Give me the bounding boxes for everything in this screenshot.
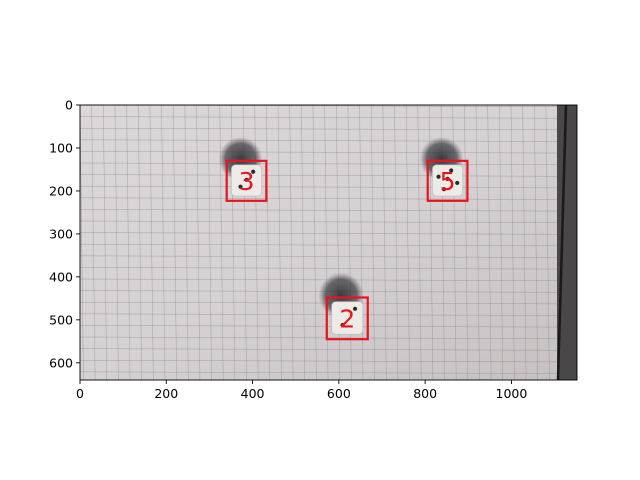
grid-line-vertical [103,105,107,380]
paper-edge-shadow [557,105,577,380]
grid-line-horizontal [80,139,577,142]
detection-label: 5 [440,167,456,196]
grid-line-vertical [161,105,166,380]
grid-line-vertical [359,105,364,380]
grid-line-vertical [499,105,504,380]
grid-line-vertical [91,105,96,380]
grid-line-horizontal [80,116,577,119]
x-tick-label: 400 [241,386,265,401]
paper-background [80,105,577,380]
grid-line-horizontal [80,267,577,270]
grid-line-horizontal [80,209,577,212]
die-pip [244,177,249,182]
grid-line-vertical [464,105,469,380]
grid-line-vertical [149,105,154,380]
grid-line-horizontal [80,348,577,351]
grid-line-vertical [266,105,271,380]
dice-layer [218,136,464,335]
x-tick-label: 1000 [496,386,528,401]
y-tick-label: 200 [49,183,73,198]
grid-line-horizontal [80,151,577,154]
grid-line-horizontal [80,243,577,247]
grid-line-vertical [289,105,294,380]
x-tick-label: 800 [413,386,437,401]
die-pip [251,169,256,174]
grid-line-horizontal [80,255,577,258]
detection-box-3 [225,159,268,202]
x-tick-label: 0 [76,386,84,401]
die-pip [436,174,441,179]
grid-line-horizontal [80,371,577,374]
grid-line-horizontal [80,162,577,165]
grid-line-vertical [382,105,387,380]
grid-line-vertical [277,105,282,380]
grid-line-vertical [510,105,515,380]
die-pip [441,187,447,192]
die-pip [449,168,454,173]
grid-line-vertical [301,105,305,380]
grid-line-vertical [394,105,399,380]
grid-line-vertical [126,105,131,380]
grid-line-vertical [207,105,212,380]
detection-label: 3 [239,167,255,196]
die-pip [445,176,450,181]
grid-line-horizontal [80,185,577,189]
grid-line-vertical [405,105,410,380]
grid-line-vertical [196,105,201,380]
grid-line-horizontal [80,360,577,363]
x-tick-label: 200 [154,386,178,401]
grid-line-vertical [312,105,317,380]
grid-line-vertical [138,105,142,380]
axes-frame [79,104,578,381]
detection-box-5 [426,159,469,202]
die-pip [455,180,460,186]
grid-line-horizontal [80,174,577,177]
grid-line-vertical [80,105,84,380]
grid-line-vertical [417,105,422,380]
grid-line-vertical [545,105,550,380]
grid-line-horizontal [80,220,577,223]
grid-line-vertical [522,105,527,380]
y-tick-label: 300 [49,226,73,241]
grid-line-vertical [534,105,538,380]
grid-line-horizontal [80,232,577,235]
grid-line-vertical [487,105,492,380]
grid-line-horizontal [80,325,577,328]
y-axis: 0 100 200 300 400 500 600 [49,98,80,370]
detection-label: 2 [339,304,355,333]
y-tick-label: 100 [49,140,73,155]
paper-edge-line [556,105,568,380]
grid-line-vertical [172,105,177,380]
grid-line-horizontal [80,197,577,200]
die-5 [419,136,464,197]
grid-line-vertical [370,105,375,380]
die-pip [340,322,345,328]
grid-line-horizontal [80,127,577,131]
y-tick-label: 500 [49,312,73,327]
grid-line-horizontal [80,313,577,316]
grid-line-vertical [114,105,119,380]
x-axis: 0 200 400 600 800 1000 [76,380,527,401]
die-3 [218,136,263,197]
detection-box-2 [325,296,369,341]
photo-image [80,105,577,380]
grid-line-vertical [475,105,480,380]
y-tick-label: 400 [49,269,73,284]
y-tick-label: 600 [49,355,73,370]
grid-line-vertical [184,105,189,380]
die-2 [318,272,364,335]
die-pip [238,184,243,189]
y-tick-label: 0 [65,98,73,113]
die-pip [352,306,358,311]
x-tick-label: 600 [327,386,351,401]
detection-boxes: 3 5 2 [225,159,469,341]
grid-line-horizontal [80,336,577,339]
paper-grid [80,105,577,380]
